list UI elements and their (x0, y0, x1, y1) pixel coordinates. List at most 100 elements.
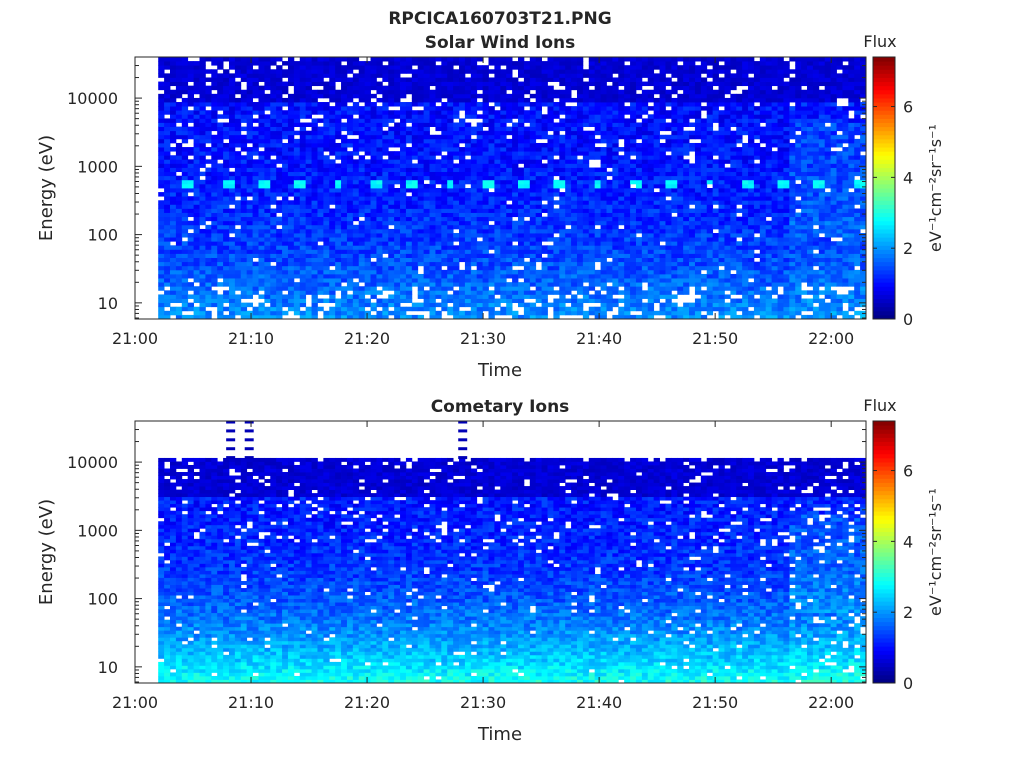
spectrogram-cell (352, 237, 360, 242)
spectrogram-cell (264, 155, 271, 160)
spectrogram-cell (170, 61, 177, 66)
spectrogram-cell (565, 134, 572, 140)
spectrogram-cell (193, 114, 200, 119)
spectrogram-cell (565, 228, 572, 234)
spectrogram-cell (405, 269, 413, 275)
spectrogram-cell (352, 175, 360, 181)
spectrogram-cell (535, 106, 542, 111)
spectrogram-cell (429, 220, 436, 226)
spectrogram-cell (553, 57, 560, 62)
spectrogram-cell (411, 265, 419, 271)
spectrogram-cell (441, 200, 448, 205)
spectrogram-cell (547, 249, 554, 254)
spectrogram-cell (382, 97, 389, 103)
spectrogram-cell (482, 241, 489, 246)
spectrogram-cell (193, 89, 200, 95)
spectrogram-cell (181, 257, 189, 263)
spectrogram-cell (612, 278, 619, 283)
spectrogram-cell (240, 138, 248, 144)
spectrogram-cell (270, 228, 277, 234)
spectrogram-cell (299, 253, 307, 258)
spectrogram-cell (352, 212, 360, 218)
spectrogram-cell (529, 118, 537, 123)
spectrogram-cell (630, 237, 637, 242)
spectrogram-cell (187, 85, 194, 91)
spectrogram-cell (358, 134, 366, 140)
spectrogram-cell (529, 102, 537, 107)
spectrogram-cell (411, 118, 419, 123)
spectrogram-cell (364, 69, 371, 74)
spectrogram-cell (270, 167, 277, 173)
spectrogram-cell (423, 171, 430, 177)
spectrogram-cell (282, 200, 289, 205)
spectrogram-cell (441, 142, 448, 148)
spectrogram-cell (612, 106, 619, 111)
spectrogram-cell (228, 81, 236, 87)
spectrogram-cell (594, 57, 601, 62)
spectrogram-cell (358, 171, 366, 177)
spectrogram-cell (594, 200, 601, 205)
spectrogram-cell (476, 192, 484, 197)
spectrogram-cell (211, 245, 218, 250)
spectrogram-cell (317, 290, 324, 295)
spectrogram-cell (394, 179, 401, 185)
spectrogram-cell (164, 138, 171, 144)
spectrogram-cell (217, 167, 224, 173)
spectrogram-cell (175, 147, 183, 152)
spectrogram-cell (175, 85, 183, 91)
spectrogram-cell (435, 89, 442, 95)
spectrogram-cell (329, 253, 336, 258)
spectrogram-cell (170, 89, 177, 95)
spectrogram-cell (394, 122, 401, 127)
spectrogram-cell (370, 175, 377, 181)
spectrogram-cell (606, 57, 613, 62)
spectrogram-cell (187, 126, 194, 132)
spectrogram-cell (358, 306, 366, 312)
spectrogram-cell (494, 200, 501, 205)
spectrogram-cell (547, 126, 554, 132)
spectrogram-cell (282, 85, 289, 91)
spectrogram-cell (500, 188, 507, 193)
spectrogram-cell (429, 142, 436, 148)
spectrogram-cell (282, 294, 289, 299)
spectrogram-cell (576, 200, 584, 205)
spectrogram-cell (329, 183, 336, 189)
spectrogram-cell (641, 228, 649, 234)
spectrogram-cell (329, 245, 336, 250)
spectrogram-cell (476, 253, 484, 258)
spectrogram-cell (559, 159, 566, 164)
spectrogram-cell (588, 265, 596, 271)
spectrogram-cell (435, 216, 442, 222)
spectrogram-cell (282, 159, 289, 164)
spectrogram-cell (588, 97, 596, 103)
spectrogram-cell (258, 57, 265, 62)
spectrogram-cell (518, 294, 525, 299)
spectrogram-cell (205, 245, 212, 250)
spectrogram-cell (523, 151, 531, 156)
spectrogram-cell (270, 142, 277, 148)
spectrogram-cell (228, 212, 236, 218)
spectrogram-cell (258, 151, 265, 156)
spectrogram-cell (252, 188, 259, 193)
spectrogram-cell (352, 57, 360, 62)
spectrogram-cell (506, 257, 513, 263)
spectrogram-cell (305, 65, 312, 70)
spectrogram-cell (352, 298, 360, 304)
spectrogram-cell (317, 298, 324, 304)
spectrogram-cell (394, 110, 401, 115)
spectrogram-cell (382, 257, 389, 263)
spectrogram-cell (500, 196, 507, 201)
spectrogram-cell (240, 224, 248, 230)
spectrogram-cell (252, 196, 259, 201)
spectrogram-cell (606, 216, 613, 222)
spectrogram-cell (175, 65, 183, 70)
spectrogram-cell (358, 93, 366, 99)
spectrogram-cell (305, 89, 312, 95)
spectrogram-cell (411, 73, 419, 78)
spectrogram-cell (394, 265, 401, 271)
spectrogram-cell (211, 233, 218, 238)
spectrogram-cell (234, 278, 242, 283)
spectrogram-cell (529, 216, 537, 222)
spectrogram-cell (323, 233, 330, 238)
spectrogram-cell (453, 147, 460, 152)
